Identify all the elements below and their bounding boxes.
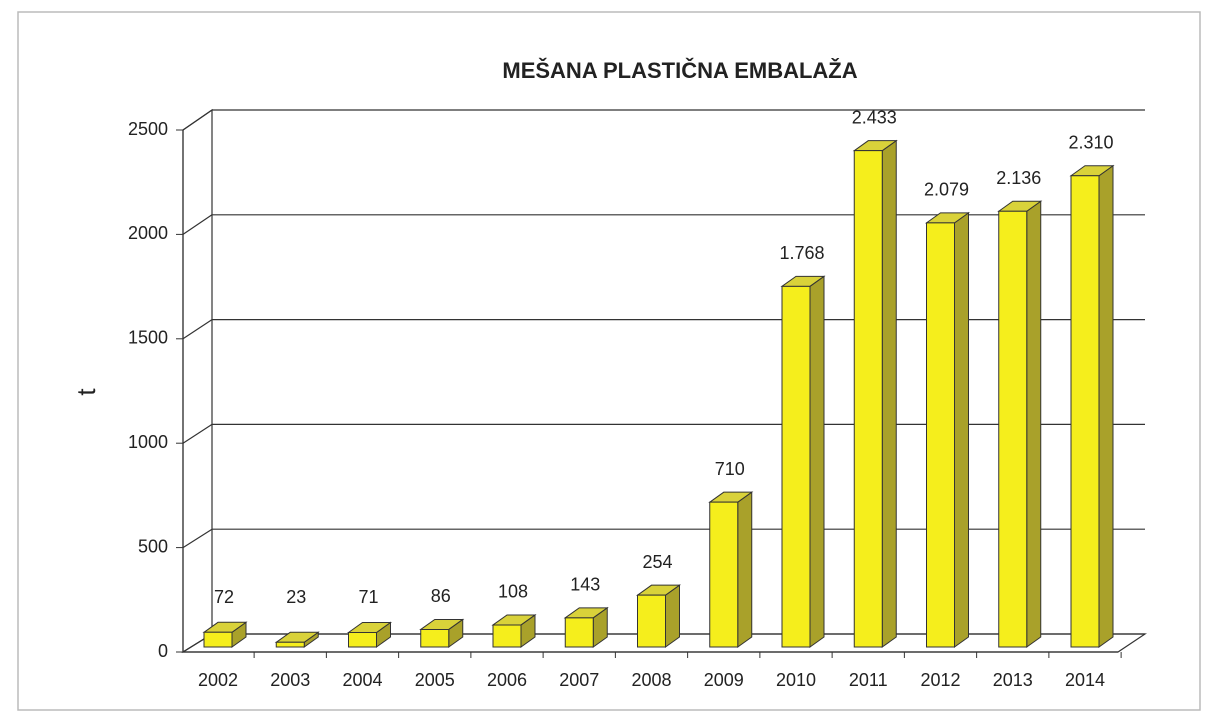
y-tick-label: 2000: [128, 223, 168, 243]
y-axis-label: t: [71, 388, 101, 396]
bar-front: [853, 150, 883, 648]
bar-side: [665, 584, 680, 648]
x-tick-label: 2013: [993, 670, 1033, 690]
bar-front: [709, 501, 739, 648]
x-tick-label: 2014: [1065, 670, 1105, 690]
x-tick-label: 2012: [920, 670, 960, 690]
bar: [202, 621, 248, 648]
y-tick-label: 500: [138, 536, 168, 556]
bar: [708, 491, 754, 648]
value-label: 254: [642, 552, 672, 572]
bar: [419, 618, 465, 648]
value-label: 72: [214, 587, 234, 607]
bar: [563, 606, 609, 648]
value-label: 2.136: [996, 168, 1041, 188]
y-tick-label: 0: [158, 641, 168, 661]
x-tick-label: 2008: [631, 670, 671, 690]
y-tick-label: 1500: [128, 328, 168, 348]
grid-line: [182, 319, 213, 340]
bar-side: [809, 275, 825, 648]
value-label: 143: [570, 575, 600, 595]
x-tick-label: 2007: [559, 670, 599, 690]
grid-line: [182, 214, 213, 235]
y-tick-label: 2500: [128, 119, 168, 139]
value-label: 71: [358, 587, 378, 607]
bar: [346, 621, 393, 648]
x-tick-label: 2002: [198, 670, 238, 690]
bar-front: [492, 624, 522, 648]
bar-front: [564, 617, 594, 648]
bar-side: [954, 211, 969, 648]
value-label: 23: [286, 587, 306, 607]
grid-line: [182, 109, 213, 131]
value-label: 86: [431, 586, 451, 606]
bar-side: [881, 139, 897, 648]
y-tick-label: 1000: [128, 432, 168, 452]
bar: [924, 211, 971, 648]
bar-front: [637, 594, 666, 648]
bar-side: [1098, 164, 1114, 648]
x-tick-label: 2011: [849, 670, 888, 690]
bar: [780, 275, 826, 648]
grid-line: [182, 528, 213, 549]
x-tick-label: 2009: [704, 670, 744, 690]
x-tick-label: 2006: [487, 670, 527, 690]
bar-front: [203, 631, 233, 648]
bar: [1069, 164, 1115, 648]
x-tick-label: 2010: [776, 670, 816, 690]
bar: [274, 631, 320, 648]
value-label: 2.079: [924, 180, 969, 200]
bar: [997, 200, 1043, 648]
bar: [491, 613, 537, 648]
value-label: 2.310: [1068, 133, 1113, 153]
bar-front: [781, 285, 811, 648]
bar-front: [420, 628, 450, 648]
x-tick-label: 2004: [342, 670, 382, 690]
side-wall: [182, 108, 213, 654]
bar: [635, 584, 682, 648]
value-label: 1.768: [779, 243, 824, 263]
value-label: 108: [498, 582, 528, 602]
value-label: 2.433: [852, 107, 897, 127]
x-tick-label: 2005: [415, 670, 455, 690]
value-label: 710: [715, 459, 745, 479]
bar-front: [1070, 175, 1100, 648]
grid-line: [182, 423, 213, 444]
bar-side: [737, 491, 753, 648]
x-tick-label: 2003: [270, 670, 310, 690]
bar: [852, 139, 898, 648]
bar-front: [998, 210, 1028, 648]
bar-side: [1026, 200, 1042, 648]
bar-front: [926, 222, 955, 648]
bar-front: [348, 632, 377, 648]
chart-title: MEŠANA PLASTIČNA EMBALAŽA: [502, 58, 857, 83]
bar-front: [275, 641, 305, 648]
